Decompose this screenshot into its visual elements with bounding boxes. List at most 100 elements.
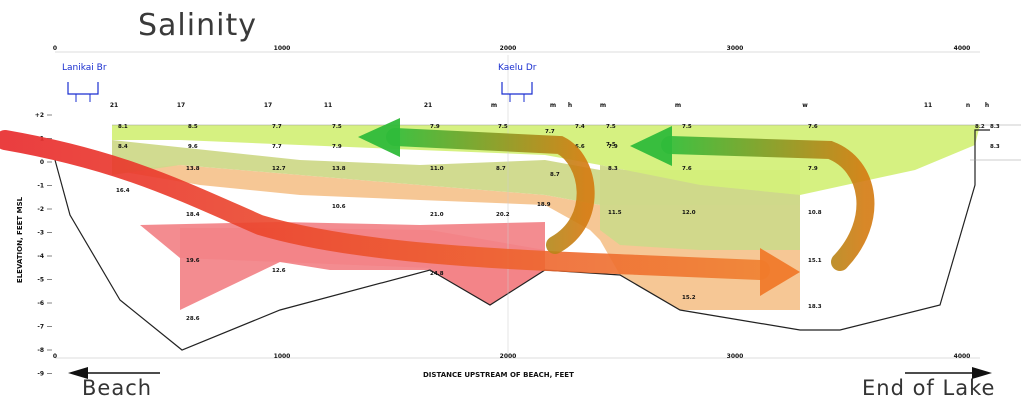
salinity-reading: 18.4 [186,212,200,218]
y-tick-label: -5 [37,277,44,284]
x-axis-top-ticks: 0 1000 2000 3000 4000 [53,45,970,52]
y-tick-label: -6 [37,300,44,307]
salinity-reading: 7.9 [608,144,618,150]
station-label: w [802,102,808,109]
x-tick-label-top: 0 [53,45,57,52]
salinity-reading: 8.3 [608,166,618,172]
salinity-reading: 9.6 [188,144,198,150]
station-label: m [600,102,606,109]
salinity-reading: 7.9 [808,166,818,172]
y-axis-title: ELEVATION, FEET MSL [16,196,24,283]
salinity-reading: 8.2 [975,124,985,130]
salinity-reading: 11.0 [430,166,444,172]
x-tick-label-bottom: 0 [53,353,57,360]
salinity-readings: 8.1 8.5 7.7 7.5 7.9 7.57.77.4 7.5 7.5 7.6 8.2 8.38… [116,124,1000,322]
salinity-reading: 8.1 [118,124,128,130]
salinity-reading: 13.8 [332,166,346,172]
salinity-reading: 7.9 [430,124,440,130]
salinity-reading: 12.6 [272,268,286,274]
salinity-reading: 18.3 [808,304,822,310]
salinity-reading: 8.3 [990,144,1000,150]
salinity-reading: 7.5 [498,124,508,130]
x-tick-label-top: 2000 [500,45,517,52]
salinity-reading: 19.6 [186,258,200,264]
salinity-reading: 20.2 [496,212,510,218]
salinity-reading: 8.5 [188,124,198,130]
x-axis [55,51,980,359]
salinity-reading: 7.5 [606,124,616,130]
salinity-reading: 15.2 [682,295,696,301]
salinity-reading: 7.5 [332,124,342,130]
salinity-reading: 12.0 [682,210,696,216]
salinity-reading: 28.6 [186,316,200,322]
station-label: 17 [177,102,185,109]
x-tick-label-top: 4000 [954,45,971,52]
bridge-label-kaelu: Kaelu Dr [498,63,537,73]
station-label: 11 [924,102,932,109]
beach-arrow [68,367,160,379]
salinity-reading: 8.4 [118,144,128,150]
y-tick-label: -3 [37,230,44,237]
salinity-reading: 7.7 [272,124,282,130]
salinity-reading: 10.6 [332,204,346,210]
y-tick-label: -8 [37,347,44,354]
bridge-kaelu [501,82,533,102]
salinity-reading: 8.7 [550,172,560,178]
end-of-lake-arrow [905,367,992,379]
y-tick-label: -7 [37,324,44,331]
y-tick-label: -2 [37,206,44,213]
x-tick-label-bottom: 2000 [500,353,517,360]
salinity-reading: 7.9 [332,144,342,150]
station-label: n [966,102,970,109]
salinity-reading: 7.5 [682,124,692,130]
x-tick-label-top: 3000 [727,45,744,52]
station-label: m [491,102,497,109]
x-tick-label-top: 1000 [274,45,291,52]
salinity-reading: 7.7 [545,129,555,135]
salinity-reading: 15.1 [808,258,822,264]
end-of-lake-label: End of Lake [862,376,996,400]
salinity-reading: 12.7 [272,166,286,172]
station-label: h [985,102,989,109]
y-tick-label: 0 [40,159,44,166]
station-label: 11 [324,102,332,109]
x-tick-label-bottom: 4000 [954,353,971,360]
x-axis-bottom-ticks: 0 1000 2000 3000 4000 [53,353,970,360]
salinity-reading: 7.5 [606,142,616,148]
station-label: h [568,102,572,109]
salinity-reading: 7.4 [575,124,585,130]
station-label: m [675,102,681,109]
inflow-arrow [0,130,800,296]
salinity-reading: 7.7 [272,144,282,150]
x-tick-label-bottom: 1000 [274,353,291,360]
y-tick-label: +2 [35,112,44,119]
salinity-reading: 24.8 [430,271,444,277]
bridge-label-lanikai: Lanikai Br [62,63,107,73]
salinity-reading: 7.6 [808,124,818,130]
salinity-reading: 7.6 [682,166,692,172]
salinity-reading: 13.8 [186,166,200,172]
salinity-reading: 16.4 [116,188,130,194]
station-label: 17 [264,102,272,109]
salinity-reading: 6.6 [575,144,585,150]
salinity-reading: 8.7 [496,166,506,172]
station-label: m [550,102,556,109]
station-label: 21 [110,102,118,109]
outflow-arrow-right [630,126,875,271]
zone-upper-right [600,165,800,250]
salinity-reading: 18.9 [537,202,551,208]
y-tick-label: -9 [37,371,44,378]
y-tick-label: -1 [37,183,44,190]
y-tick-label: -4 [37,253,44,260]
salinity-reading: 21.0 [430,212,444,218]
diagram-title: Salinity [138,8,257,43]
x-axis-title: DISTANCE UPSTREAM OF BEACH, FEET [423,371,574,379]
beach-label: Beach [82,376,153,400]
x-tick-label-bottom: 3000 [727,353,744,360]
salinity-reading: 11.5 [608,210,622,216]
salinity-reading: 10.8 [808,210,822,216]
bridge-lanikai [67,82,99,102]
zone-deep [140,222,545,310]
